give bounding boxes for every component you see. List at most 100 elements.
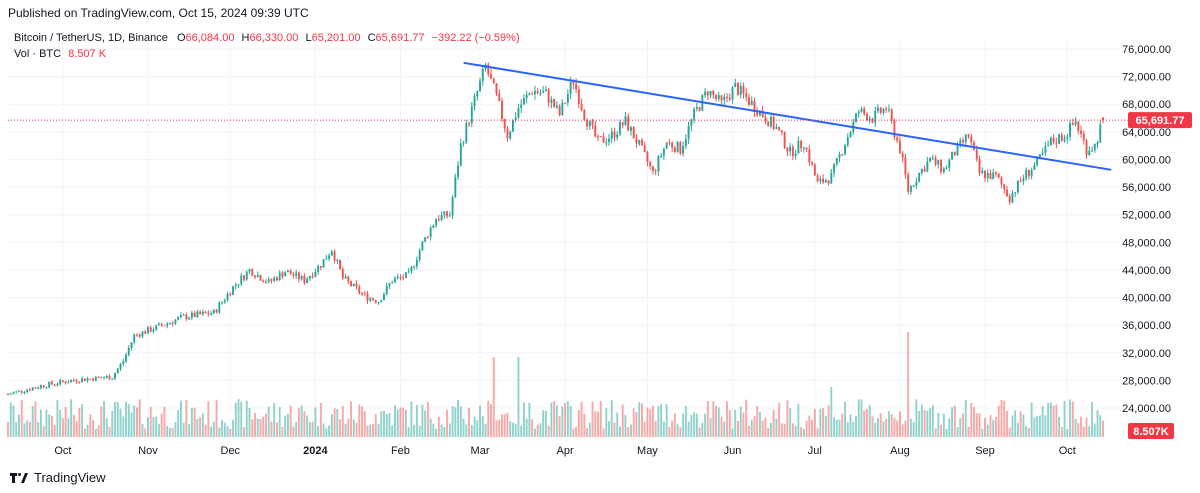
volume-bar [221,419,224,437]
volume-bar [50,415,53,437]
volume-bar [1025,426,1028,437]
candle-body [572,82,575,84]
candle-body [64,381,67,384]
candle-body [358,286,361,293]
volume-bar [610,400,613,437]
candle-body [9,393,12,395]
volume-bar [391,425,394,437]
candle-body [479,80,481,92]
volume-bar [339,419,342,437]
volume-bar [476,420,479,437]
candle-body [418,250,421,260]
volume-bar [28,422,31,437]
candle-body [959,140,962,144]
candle-body [555,105,558,108]
volume-bar [361,406,363,437]
candle-body [643,145,646,152]
candle-body [78,381,81,383]
candle-body [432,225,435,228]
candle-body [827,180,830,184]
volume-bar [1055,404,1058,437]
candle-body [262,280,265,282]
volume-bar [1022,414,1025,437]
candle-body [964,134,967,143]
volume-bar [654,420,657,437]
candle-body [868,118,871,121]
volume-bar [926,410,929,437]
candle-body [333,251,336,261]
volume-bar [695,413,698,437]
candle-body [673,147,676,153]
candle-body [978,159,981,173]
candle-body [476,91,479,97]
candle-body [218,303,221,313]
grid-lines [8,40,1120,437]
volume-bar [83,428,86,437]
candle-body [297,272,300,280]
x-tick-label: Oct [1059,445,1076,457]
candle-body [748,97,750,105]
candle-body [251,269,254,276]
time-axis[interactable]: Oct Nov Dec 2024 Feb Mar Apr May Jun Jul Aug Sep Oct [54,445,1076,457]
volume-bar [341,405,344,437]
candle-body [539,92,542,94]
candle-body [896,137,899,141]
volume-bar [791,423,794,437]
volume-bar [514,423,517,437]
candle-body [989,173,992,180]
tradingview-brand[interactable]: TradingView [10,470,106,485]
volume-bar [303,411,306,437]
candle-body [627,116,630,131]
volume-bar [748,425,750,437]
candle-body [660,155,663,157]
volume-bar [295,422,298,437]
volume-bar [893,417,896,437]
volume-bar [1060,426,1063,437]
candle-body [874,110,877,123]
volume-bar [1033,417,1036,437]
candle-body [657,156,660,172]
volume-bar [855,415,857,437]
candle-body [893,120,896,138]
candle-body [1049,137,1052,146]
candle-body [59,380,62,385]
candle-body [328,255,331,259]
volume-bar [473,416,476,437]
candle-body [306,278,309,283]
volume-bar [860,399,863,437]
volume-bar [317,426,320,437]
candle-body [745,93,748,98]
candle-body [97,376,100,378]
volume-bar [300,405,303,437]
candle-body [363,293,366,295]
trend-line[interactable] [463,61,1112,171]
volume-bar [94,428,97,437]
candle-body [50,382,53,385]
volume-bar [358,404,361,437]
volume-bar [196,418,199,437]
volume-bar [698,427,701,437]
candle-body [160,323,163,326]
candle-body [920,168,923,173]
candle-body [86,378,89,381]
volume-bar [462,418,465,437]
volume-bar [1036,416,1039,437]
candle-body [34,387,37,389]
volume-bar [415,404,418,437]
candle-body [501,100,503,120]
candle-body [819,178,822,182]
volume-bar [531,419,534,437]
candle-body [245,271,248,280]
candle-body [317,265,320,272]
volume-bar [953,405,956,437]
candle-body [1027,169,1030,176]
brand-name: TradingView [34,470,106,485]
candle-body [199,311,202,315]
price-axis[interactable]: 24,000.00 28,000.00 32,000.00 36,000.00 40,0… [1122,44,1171,415]
candle-body [849,131,852,138]
volume-bar [844,401,846,437]
volume-bar [704,413,707,437]
candle-body [646,151,649,163]
candle-body [383,294,385,301]
